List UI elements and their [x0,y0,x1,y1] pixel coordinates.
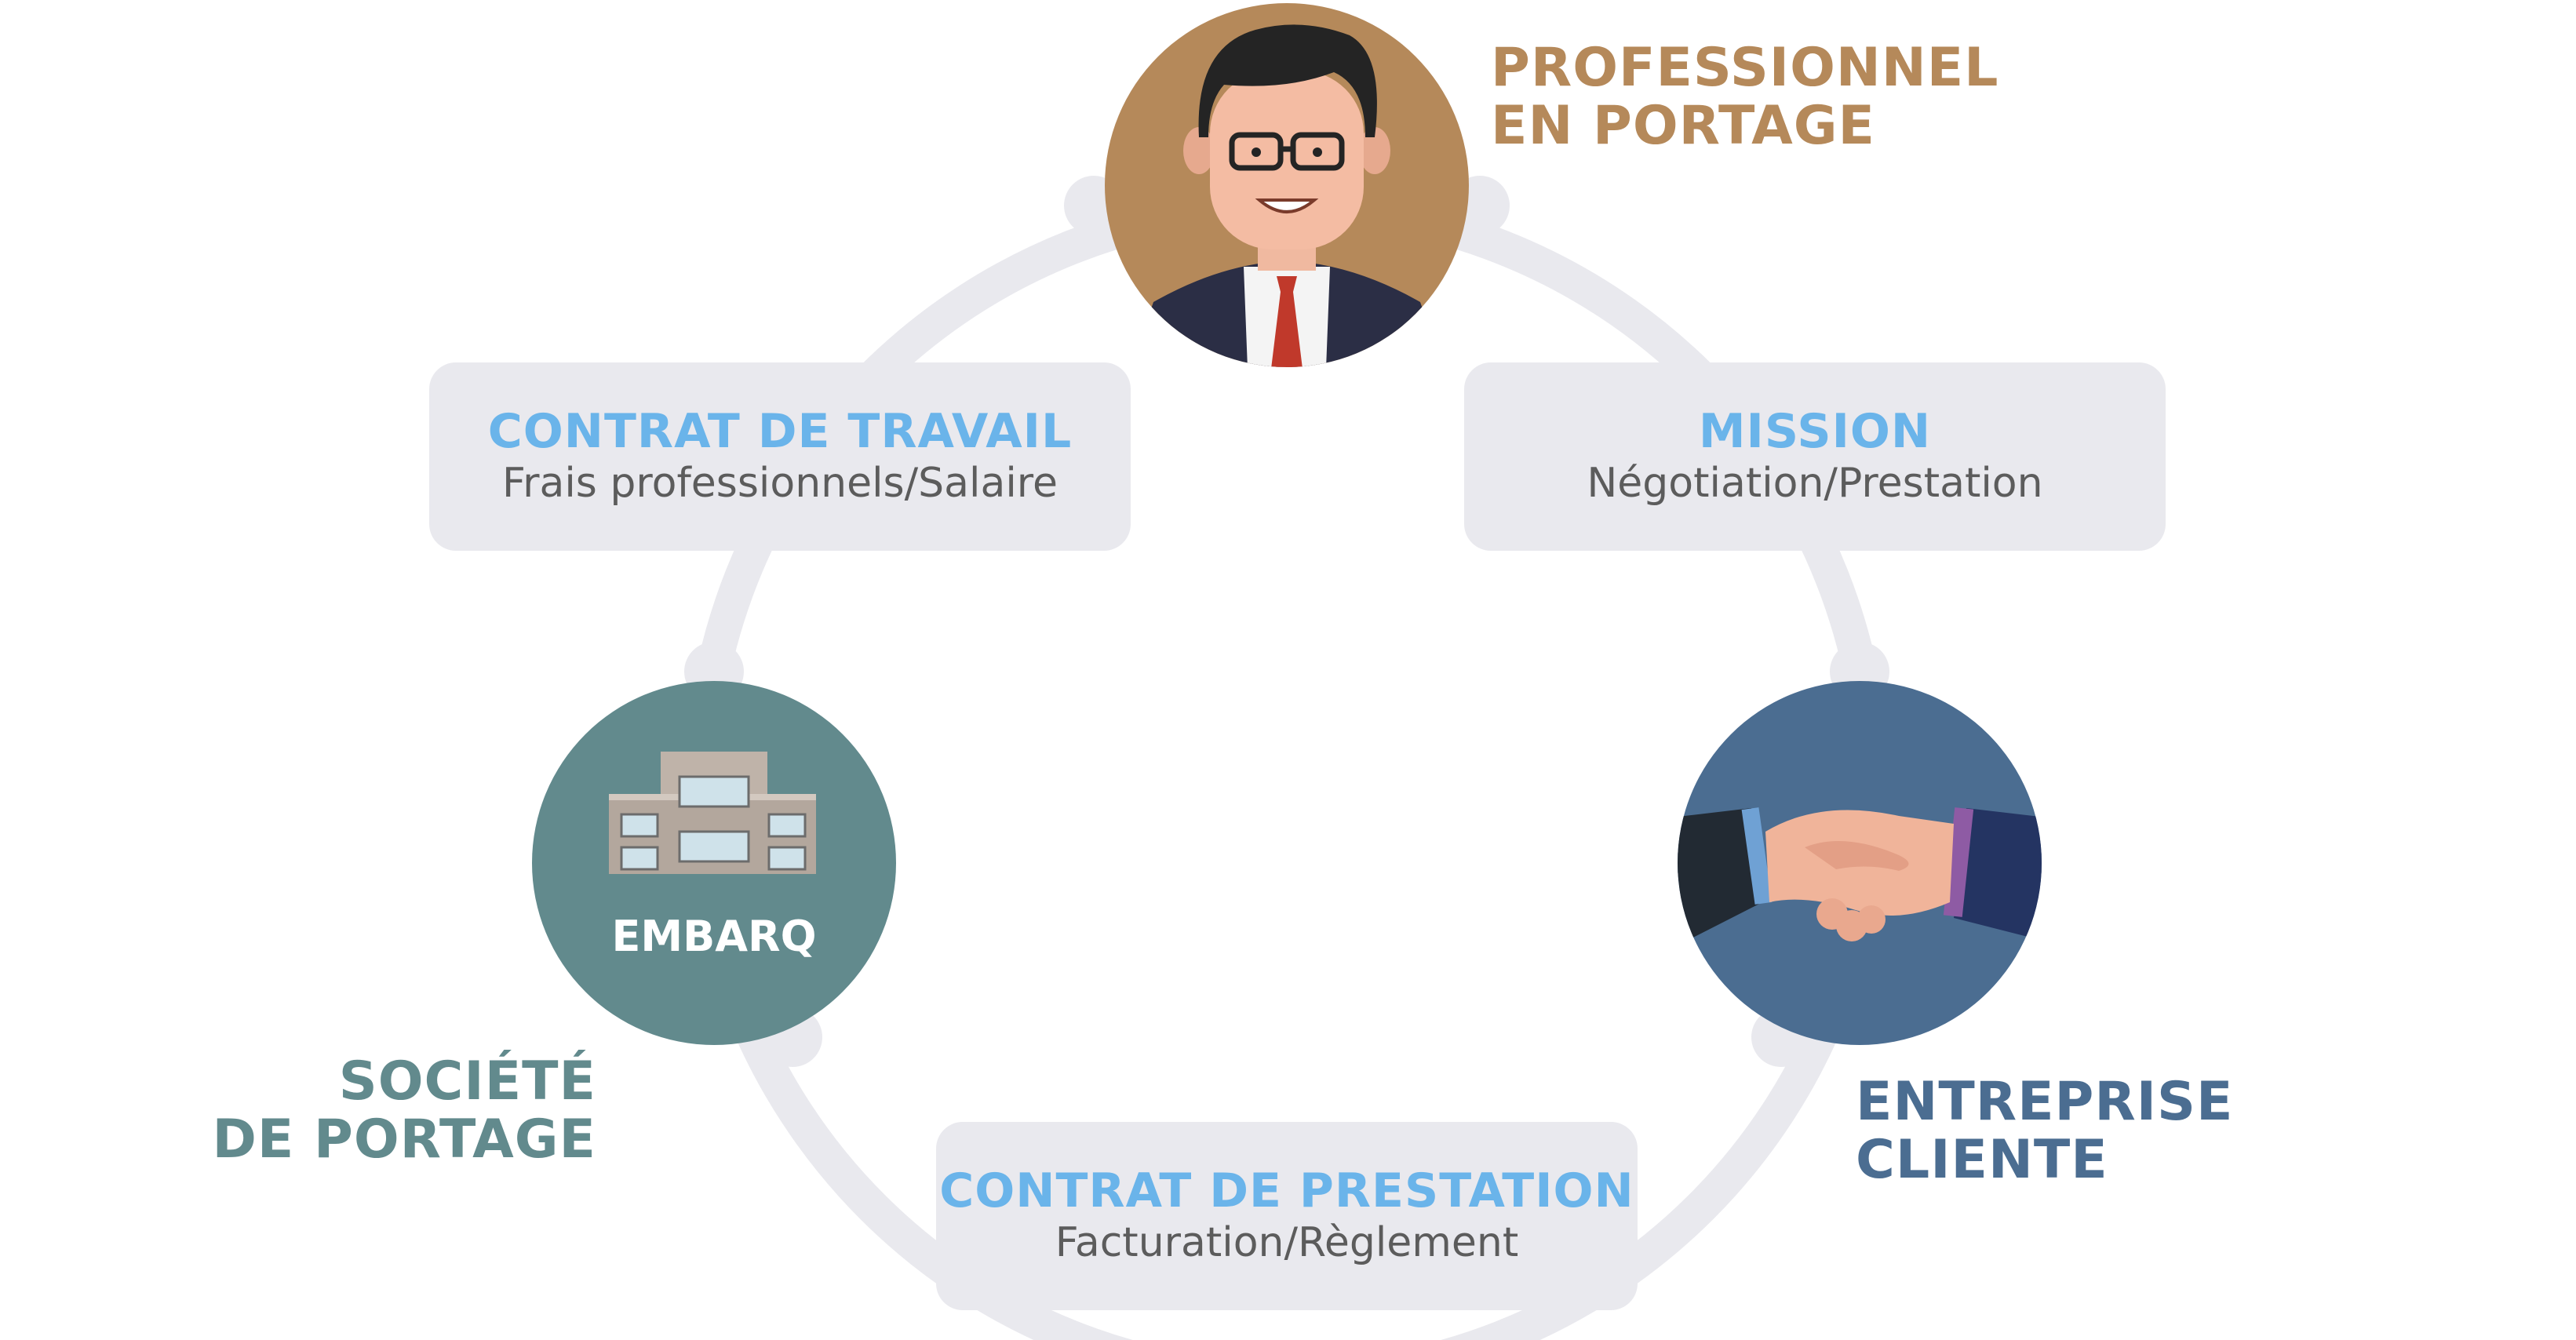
card-contrat-travail-subtitle: Frais professionnels/Salaire [501,460,1058,507]
label-societe-line1: SOCIÉTÉ [338,1051,596,1112]
card-mission: MISSION Négotiation/Prestation [1464,362,2166,551]
societe-logo-text: EMBARQ [611,912,816,961]
handshake-icon [1678,681,2042,1045]
label-professionnel-line2: EN PORTAGE [1491,95,1875,157]
businessman-icon [1105,3,1469,367]
label-societe: SOCIÉTÉ DE PORTAGE [157,1053,596,1169]
card-mission-title: MISSION [1698,404,1932,459]
building-icon: EMBARQ [532,681,896,1045]
card-contrat-travail: CONTRAT DE TRAVAIL Frais professionnels/… [429,362,1131,551]
card-contrat-prestation-subtitle: Facturation/Règlement [1055,1219,1519,1266]
card-contrat-travail-title: CONTRAT DE TRAVAIL [487,404,1073,459]
label-entreprise-line2: CLIENTE [1856,1129,2108,1191]
label-professionnel-line1: PROFESSIONNEL [1491,37,1999,99]
label-entreprise-line1: ENTREPRISE [1856,1071,2234,1133]
card-contrat-prestation: CONTRAT DE PRESTATION Facturation/Règlem… [936,1122,1638,1310]
card-mission-subtitle: Négotiation/Prestation [1587,460,2043,507]
label-professionnel: PROFESSIONNEL EN PORTAGE [1491,39,1999,155]
card-contrat-prestation-title: CONTRAT DE PRESTATION [939,1163,1634,1218]
label-entreprise: ENTREPRISE CLIENTE [1856,1073,2233,1189]
label-societe-line2: DE PORTAGE [212,1109,596,1171]
